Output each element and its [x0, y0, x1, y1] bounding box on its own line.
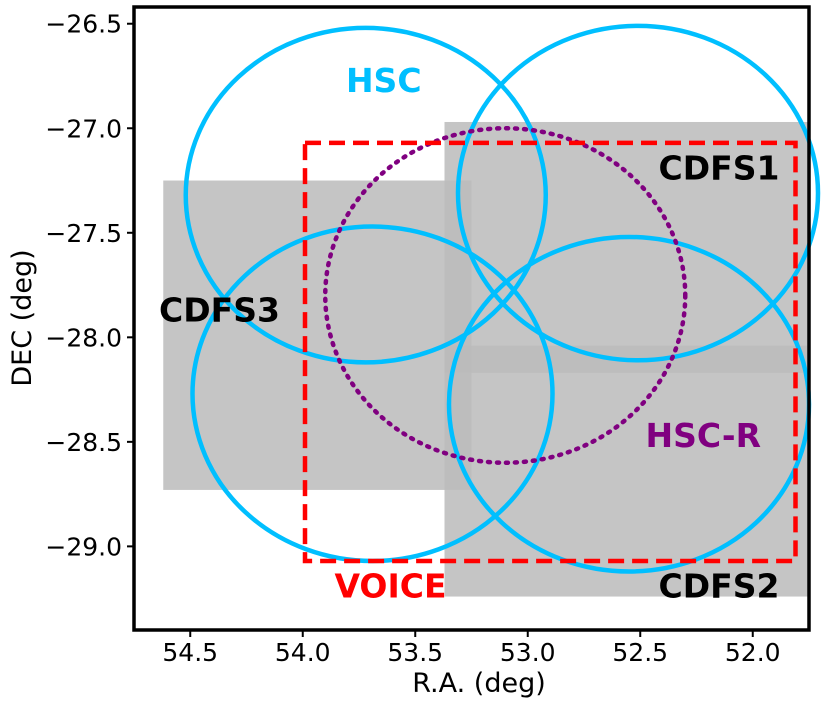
x-tick-label: 52.0 — [725, 638, 781, 667]
hsc-label: HSC — [346, 61, 422, 100]
y-axis-label: DEC (deg) — [7, 249, 38, 386]
x-tick-label: 54.5 — [162, 638, 218, 667]
plot-content: HSC HSC-R VOICE CDFS1 CDFS2 CDFS3 — [159, 23, 821, 606]
x-tick-label: 52.5 — [612, 638, 668, 667]
hsc-circle-2 — [455, 23, 821, 363]
cdfs1-field — [444, 121, 809, 373]
y-tick-label: −27.5 — [45, 219, 122, 248]
voice-label: VOICE — [334, 567, 446, 606]
y-tick-label: −26.5 — [45, 10, 122, 39]
y-tick-label: −27.0 — [45, 114, 122, 143]
x-tick-label: 53.5 — [387, 638, 443, 667]
hsc-r-label: HSC-R — [646, 416, 761, 455]
y-tick-label: −28.0 — [45, 323, 122, 352]
plot-frame — [132, 5, 811, 632]
cdfs3-field — [163, 180, 472, 490]
voice-field — [302, 140, 798, 564]
cdfs1-label: CDFS1 — [659, 149, 780, 188]
x-axis: 54.5 54.0 53.5 53.0 52.5 52.0 — [162, 630, 781, 667]
cdfs2-field — [444, 345, 809, 597]
x-tick-label: 53.0 — [500, 638, 556, 667]
cdfs2-label: CDFS2 — [659, 567, 780, 606]
x-tick-label: 54.0 — [275, 638, 331, 667]
y-tick-label: −29.0 — [45, 532, 122, 561]
y-tick-label: −28.5 — [45, 428, 122, 457]
x-axis-label: R.A. (deg) — [412, 668, 546, 699]
hsc-circle-1 — [183, 25, 548, 365]
cdfs3-label: CDFS3 — [159, 291, 280, 330]
y-axis: −26.5 −27.0 −27.5 −28.0 −28.5 −29.0 — [45, 10, 134, 561]
hsc-r-circle — [323, 126, 688, 466]
